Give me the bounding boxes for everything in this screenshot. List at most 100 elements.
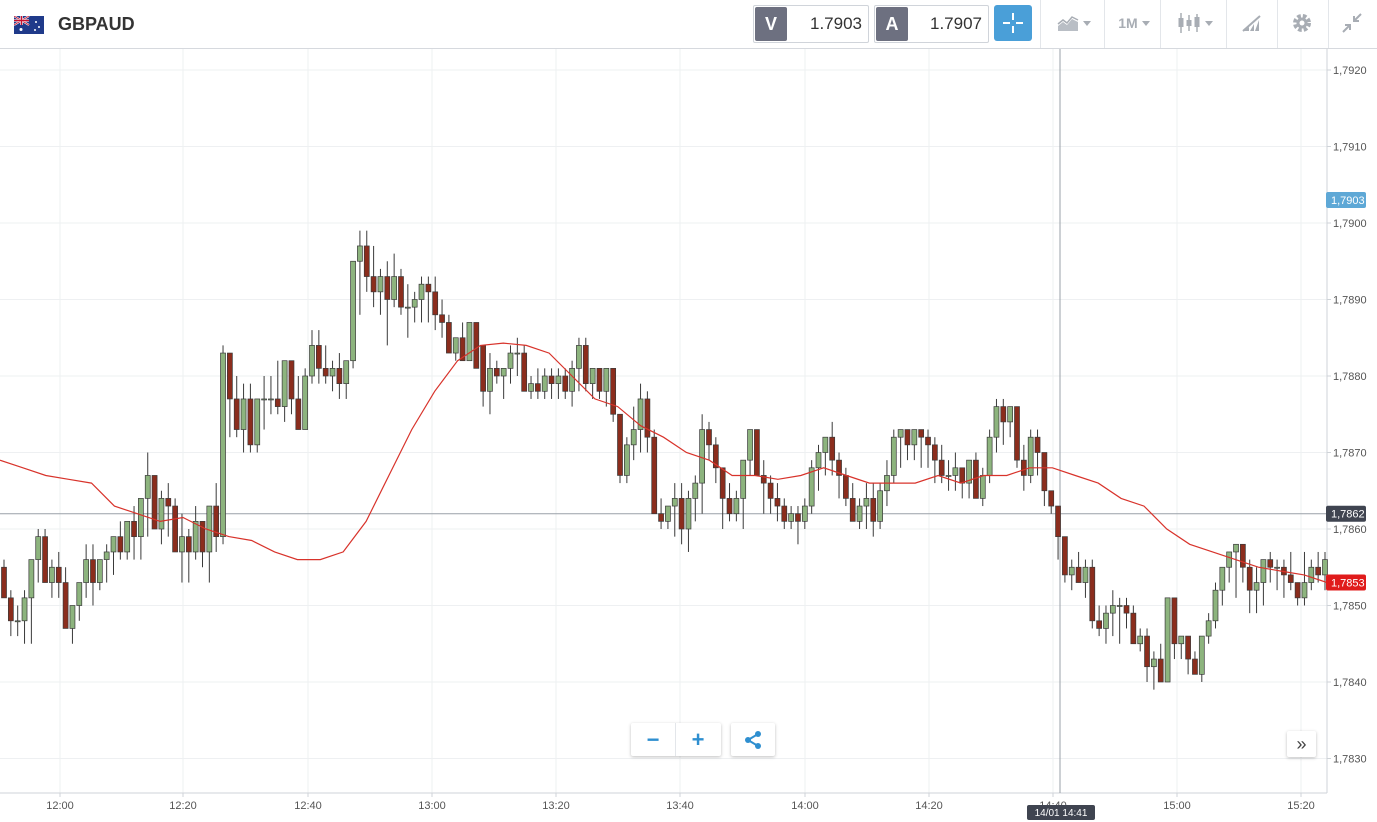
candle-body bbox=[801, 505, 808, 522]
candle-body bbox=[1192, 658, 1198, 675]
candle-body bbox=[596, 368, 603, 392]
x-tick-label: 15:00 bbox=[1163, 800, 1191, 812]
candle-body bbox=[610, 368, 617, 415]
candle-body bbox=[1020, 459, 1027, 476]
candle-body bbox=[678, 498, 685, 530]
candle-body bbox=[363, 245, 370, 277]
collapse-icon bbox=[1342, 13, 1362, 33]
candle-body bbox=[699, 429, 705, 484]
y-tick-label: 1,7900 bbox=[1333, 218, 1367, 230]
candle-body bbox=[822, 436, 829, 453]
crosshair-button[interactable] bbox=[994, 5, 1032, 41]
candle-body bbox=[384, 276, 391, 300]
share-icon bbox=[745, 730, 761, 749]
candle-body bbox=[658, 513, 664, 522]
candle-body bbox=[103, 551, 110, 560]
candle-body bbox=[637, 398, 644, 430]
ask-badge: A bbox=[876, 7, 908, 41]
bid-price-box[interactable]: V 1.7903 bbox=[753, 5, 869, 43]
candle-body bbox=[172, 505, 178, 553]
timeframe-button[interactable]: 1M bbox=[1112, 5, 1156, 41]
candlestick-icon bbox=[1178, 13, 1200, 33]
candle-body bbox=[904, 429, 911, 446]
zoom-in-button[interactable]: + bbox=[691, 726, 705, 752]
candle-body bbox=[295, 398, 302, 430]
candle-body bbox=[1178, 635, 1185, 645]
scroll-to-latest-button[interactable]: » bbox=[1287, 731, 1316, 757]
candle-body bbox=[302, 375, 309, 430]
candle-body bbox=[418, 283, 425, 300]
candle-body bbox=[726, 498, 733, 515]
y-tick-label: 1,7840 bbox=[1333, 677, 1367, 689]
candle-body bbox=[541, 375, 548, 392]
collapse-button[interactable] bbox=[1334, 5, 1370, 41]
candle-body bbox=[1103, 612, 1109, 629]
ask-price: 1.7907 bbox=[930, 14, 982, 33]
candle-body bbox=[439, 314, 445, 323]
gb-au-flag-icon bbox=[14, 16, 44, 34]
candle-body bbox=[1233, 543, 1239, 553]
chart-type-button[interactable] bbox=[1052, 5, 1096, 41]
candle-body bbox=[1322, 559, 1328, 576]
candle-body bbox=[712, 444, 719, 469]
candle-body bbox=[1116, 605, 1123, 607]
candle-body bbox=[1253, 582, 1260, 591]
candle-body bbox=[1, 566, 7, 599]
candle-body bbox=[870, 498, 877, 522]
candle-style-button[interactable] bbox=[1172, 5, 1218, 41]
crosshair-icon bbox=[1003, 13, 1023, 33]
candle-body bbox=[890, 436, 897, 476]
candle-body bbox=[754, 429, 760, 476]
candle-body bbox=[1287, 574, 1294, 583]
candle-body bbox=[1308, 566, 1315, 583]
candle-body bbox=[1027, 436, 1034, 476]
candle-body bbox=[144, 475, 151, 499]
candle-body bbox=[1144, 635, 1150, 668]
candle-body bbox=[569, 368, 575, 392]
candle-body bbox=[350, 260, 356, 362]
candle-body bbox=[1294, 582, 1301, 599]
candle-body bbox=[233, 398, 240, 430]
candle-body bbox=[254, 398, 261, 446]
share-button[interactable] bbox=[731, 723, 775, 756]
candle-body bbox=[1041, 452, 1048, 492]
candle-body bbox=[979, 475, 986, 499]
candle-body bbox=[507, 352, 514, 369]
candle-body bbox=[1068, 566, 1075, 576]
candle-body bbox=[719, 467, 726, 499]
settings-button[interactable] bbox=[1284, 5, 1320, 41]
candle-body bbox=[528, 383, 534, 392]
candle-body bbox=[500, 368, 507, 377]
candle-body bbox=[309, 345, 315, 377]
draw-tools-button[interactable] bbox=[1234, 5, 1270, 41]
candle-body bbox=[815, 452, 822, 469]
zoom-out-button[interactable]: − bbox=[631, 723, 676, 756]
candle-body bbox=[493, 368, 500, 377]
candle-body bbox=[617, 413, 623, 476]
candle-body bbox=[213, 505, 220, 537]
candle-body bbox=[1171, 597, 1178, 645]
candle-body bbox=[288, 360, 295, 400]
candle-body bbox=[582, 345, 589, 384]
candle-body bbox=[138, 498, 144, 537]
candle-body bbox=[624, 444, 630, 476]
chevron-down-icon bbox=[1141, 20, 1150, 26]
candle-body bbox=[1007, 406, 1014, 423]
ask-price-box[interactable]: A 1.7907 bbox=[874, 5, 989, 43]
candle-body bbox=[1315, 566, 1322, 576]
candle-body bbox=[1151, 658, 1157, 668]
candle-body bbox=[966, 459, 972, 484]
y-tick-label: 1,7850 bbox=[1333, 601, 1367, 613]
chevron-down-icon bbox=[1205, 20, 1213, 26]
last-price-tag-background bbox=[1326, 574, 1366, 591]
y-tick-label: 1,7830 bbox=[1333, 754, 1367, 766]
x-tick-label: 12:20 bbox=[169, 800, 197, 812]
candle-body bbox=[459, 337, 466, 362]
candle-body bbox=[1274, 566, 1280, 569]
candle-body bbox=[7, 597, 14, 622]
candle-body bbox=[281, 360, 288, 407]
timeframe-label: 1M bbox=[1118, 15, 1138, 31]
gear-icon bbox=[1293, 14, 1311, 32]
candle-body bbox=[843, 475, 849, 499]
